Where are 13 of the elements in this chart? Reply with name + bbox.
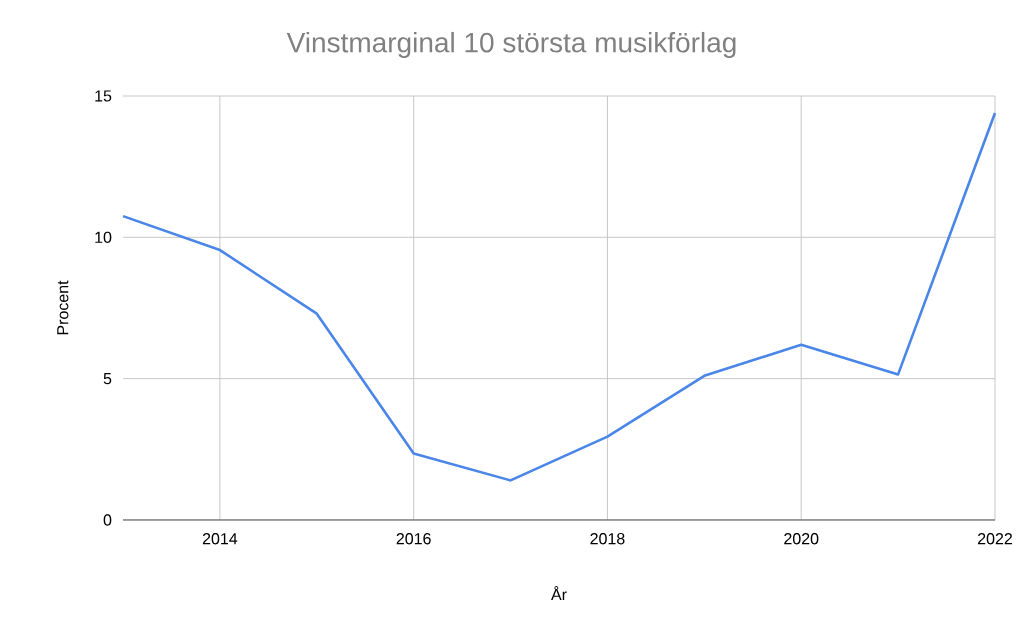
x-tick-label: 2018: [590, 533, 625, 545]
chart-title: Vinstmarginal 10 största musikförlag: [286, 31, 736, 59]
x-tick-label: 2020: [784, 533, 819, 545]
x-tick-label: 2014: [202, 533, 238, 545]
x-tick-label: 2022: [978, 533, 1012, 545]
y-tick-label: 5: [103, 373, 112, 385]
y-tick-label: 15: [95, 90, 112, 102]
y-axis-title: Procent: [57, 280, 69, 335]
y-tick-label: 10: [95, 231, 112, 243]
x-axis-title: År: [551, 586, 567, 601]
line-series: [121, 111, 997, 482]
x-tick-label: 2016: [396, 533, 431, 545]
y-tick-label: 0: [103, 514, 112, 526]
